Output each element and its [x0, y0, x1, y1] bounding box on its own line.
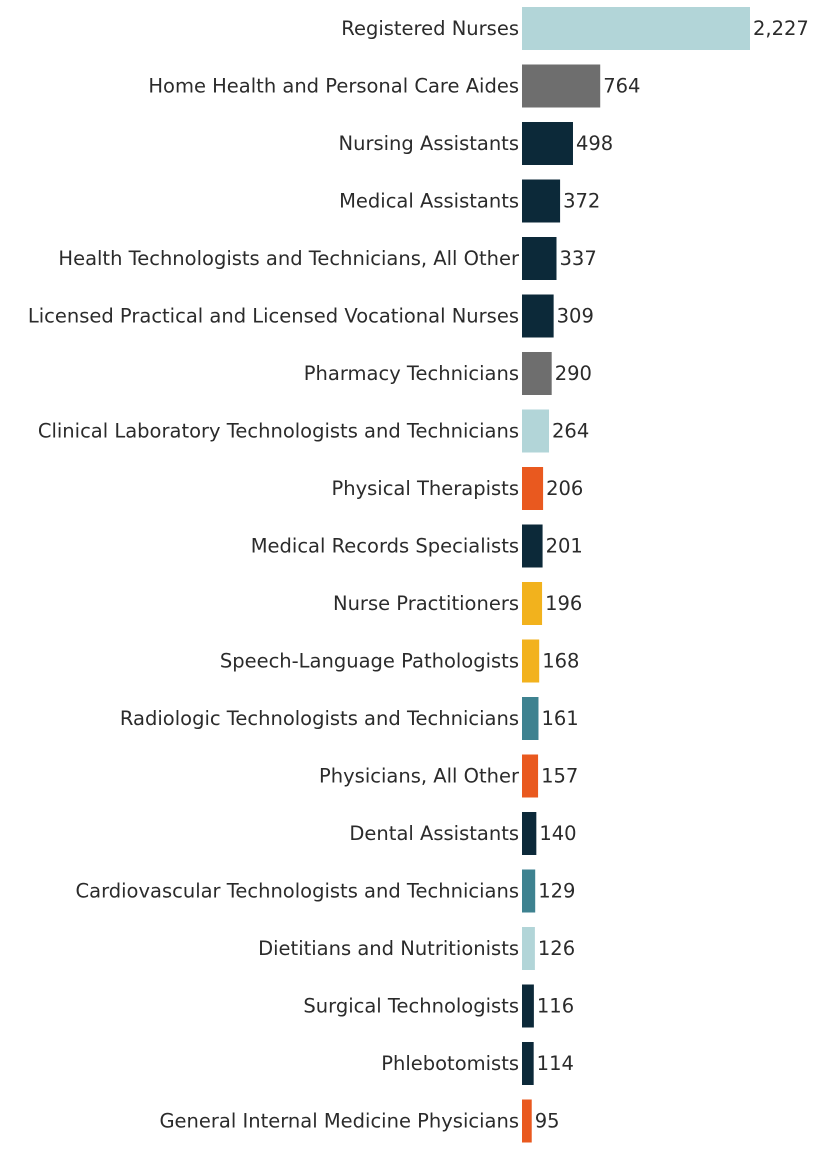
- bar: [522, 352, 552, 395]
- category-label: Cardiovascular Technologists and Technic…: [76, 880, 520, 903]
- value-label: 114: [537, 1052, 574, 1075]
- category-label: Radiologic Technologists and Technicians: [120, 707, 519, 730]
- bar: [522, 64, 601, 108]
- category-label: Home Health and Personal Care Aides: [148, 75, 519, 98]
- bar: [522, 237, 557, 280]
- category-label: Dietitians and Nutritionists: [258, 937, 519, 960]
- bar: [522, 467, 544, 510]
- bar: [522, 7, 750, 50]
- category-label: Nurse Practitioners: [333, 592, 519, 615]
- bar: [522, 984, 534, 1028]
- value-label: 290: [555, 362, 592, 385]
- category-label: Surgical Technologists: [303, 995, 519, 1018]
- value-label: 764: [603, 75, 640, 98]
- value-label: 2,227: [753, 17, 809, 40]
- value-label: 196: [545, 592, 582, 615]
- category-label: Speech-Language Pathologists: [220, 650, 519, 673]
- value-label: 129: [538, 880, 575, 903]
- category-label: Medical Assistants: [339, 190, 519, 213]
- bar: [522, 179, 561, 223]
- bar: [522, 1099, 532, 1143]
- value-label: 168: [542, 650, 579, 673]
- bar: [522, 582, 543, 625]
- value-label: 309: [557, 305, 594, 328]
- category-label: Clinical Laboratory Technologists and Te…: [38, 420, 519, 443]
- value-label: 157: [541, 765, 578, 788]
- bar: [522, 1042, 534, 1085]
- category-label: Physicians, All Other: [319, 765, 520, 788]
- bar: [522, 639, 540, 683]
- category-label: Pharmacy Technicians: [304, 362, 519, 385]
- category-label: General Internal Medicine Physicians: [159, 1110, 519, 1133]
- category-label: Medical Records Specialists: [251, 535, 519, 558]
- bar: [522, 812, 537, 855]
- category-label: Licensed Practical and Licensed Vocation…: [28, 305, 519, 328]
- value-label: 498: [576, 132, 613, 155]
- category-label: Registered Nurses: [341, 17, 519, 40]
- value-label: 126: [538, 937, 575, 960]
- value-label: 95: [535, 1110, 560, 1133]
- bar: [522, 697, 539, 740]
- bar: [522, 294, 554, 338]
- value-label: 201: [546, 535, 583, 558]
- bar: [522, 524, 543, 568]
- value-label: 161: [541, 707, 578, 730]
- bar: [522, 869, 536, 913]
- category-label: Dental Assistants: [349, 822, 519, 845]
- category-label: Physical Therapists: [331, 477, 519, 500]
- value-label: 337: [560, 247, 597, 270]
- bar: [522, 122, 573, 165]
- category-label: Nursing Assistants: [339, 132, 519, 155]
- category-label: Phlebotomists: [381, 1052, 519, 1075]
- value-label: 264: [552, 420, 589, 443]
- bar: [522, 927, 535, 970]
- value-label: 116: [537, 995, 574, 1018]
- bar: [522, 754, 539, 798]
- value-label: 140: [539, 822, 576, 845]
- bar: [522, 409, 550, 453]
- category-label: Health Technologists and Technicians, Al…: [58, 247, 520, 270]
- value-label: 206: [546, 477, 583, 500]
- value-label: 372: [563, 190, 600, 213]
